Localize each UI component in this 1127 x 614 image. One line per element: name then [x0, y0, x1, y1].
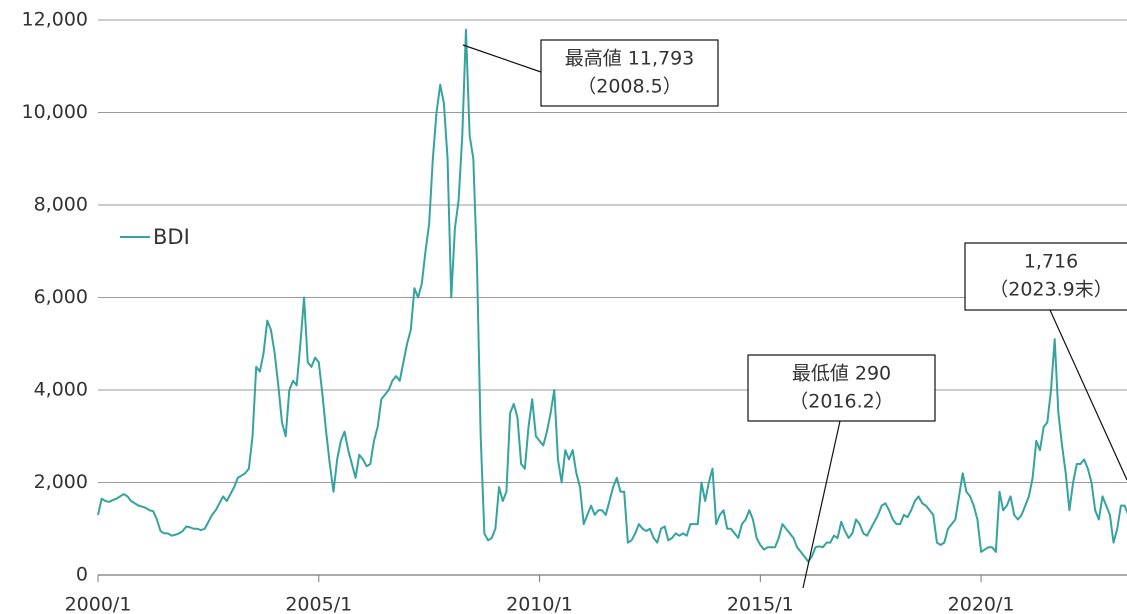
y-tick-label: 12,000 [22, 9, 88, 31]
y-tick-label: 2,000 [34, 471, 88, 493]
annotation-box [540, 39, 719, 107]
annotation-text: （2016.2） [789, 391, 893, 413]
y-tick-label: 4,000 [34, 379, 88, 401]
annotation-text: 1,716 [1024, 251, 1078, 273]
x-tick-label: 2010/1 [506, 594, 573, 614]
annotation-leader [802, 420, 841, 589]
x-tick-label: 2015/1 [727, 594, 794, 614]
legend-label: BDI [153, 225, 190, 249]
annotation-leader [1049, 309, 1127, 481]
y-tick-label: 10,000 [22, 101, 88, 123]
x-tick-label: 2005/1 [285, 594, 352, 614]
annotation-box [747, 354, 936, 422]
annotation-text: （2008.5） [577, 76, 681, 98]
annotation-text: 最低値 290 [792, 363, 891, 385]
x-tick-label: 2020/1 [948, 594, 1015, 614]
y-tick-label: 0 [76, 564, 88, 586]
y-tick-label: 8,000 [34, 194, 88, 216]
annotation-leader [462, 44, 542, 73]
annotation-text: （2023.9末） [989, 279, 1112, 301]
data-line [97, 28, 1127, 563]
y-tick-label: 6,000 [34, 286, 88, 308]
x-tick-label: 2000/1 [65, 594, 132, 614]
annotation-box [964, 242, 1127, 311]
annotation-text: 最高値 11,793 [565, 48, 695, 70]
